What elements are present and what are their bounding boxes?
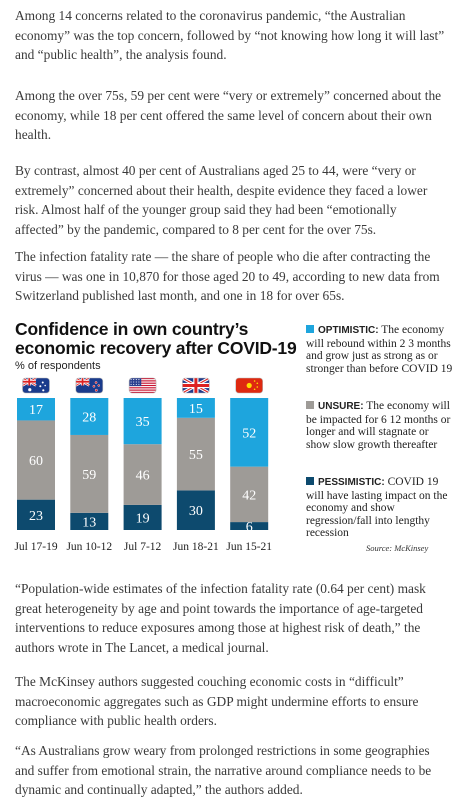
legend-swatch-pessimistic <box>306 477 314 485</box>
legend-item-pessimistic: PESSIMISTIC: COVID 19 will have lasting … <box>306 476 454 540</box>
data-label-unsure-jul-7-12: 46 <box>136 469 150 484</box>
bar-optimistic-jun-10-12 <box>70 398 109 435</box>
stacked-bar-chart: 23 60 17 Jul 17-19 13 59 28 Jun 10-12 19 46 35 Jul … <box>14 377 272 553</box>
data-label-unsure-jul-17-19: 60 <box>29 454 43 469</box>
legend-head-optimistic: OPTIMISTIC: <box>318 325 379 336</box>
bar-pessimistic-jul-17-19 <box>17 499 55 530</box>
x-tick-label-jul-7-12: Jul 7-12 <box>124 541 162 553</box>
data-label-pessimistic-jul-17-19: 23 <box>29 509 43 524</box>
chart-source: Source: McKinsey <box>366 543 429 553</box>
australia-flag-0 <box>22 377 50 394</box>
legend-item-unsure: UNSURE: The economy will be impacted for… <box>306 400 454 451</box>
paragraph-6: The McKinsey authors suggested couching … <box>15 674 419 728</box>
data-label-pessimistic-jun-10-12: 13 <box>82 515 96 530</box>
paragraph-5: “Population-wide estimates of the infect… <box>15 581 426 655</box>
legend-swatch-optimistic <box>306 325 314 333</box>
data-label-unsure-jun-10-12: 59 <box>82 468 96 483</box>
x-tick-label-jun-18-21: Jun 18-21 <box>173 541 219 553</box>
data-label-pessimistic-jul-7-12: 19 <box>136 511 150 526</box>
x-tick-label-jun-15-21: Jun 15-21 <box>226 541 272 553</box>
paragraph-2: Among the over 75s, 59 per cent were “ve… <box>15 88 442 142</box>
bar-unsure-jul-17-19 <box>17 420 55 500</box>
legend-head-pessimistic: PESSIMISTIC: <box>318 477 385 488</box>
data-label-unsure-jun-15-21: 42 <box>242 488 256 503</box>
data-label-pessimistic-jun-15-21: 6 <box>246 520 253 535</box>
data-label-optimistic-jun-10-12: 28 <box>82 410 96 425</box>
data-label-pessimistic-jun-18-21: 30 <box>189 504 203 519</box>
legend-head-unsure: UNSURE: <box>318 401 364 412</box>
bar-pessimistic-jun-18-21 <box>176 490 215 530</box>
uk-flag-3 <box>182 377 210 394</box>
data-label-optimistic-jul-7-12: 35 <box>136 415 150 430</box>
x-tick-label-jul-17-19: Jul 17-19 <box>14 541 57 553</box>
x-tick-label-jun-10-12: Jun 10-12 <box>66 541 112 553</box>
chart-subtitle: % of respondents <box>15 360 101 372</box>
paragraph-7: “As Australians grow weary from prolonge… <box>15 743 432 797</box>
legend-swatch-unsure <box>306 401 314 409</box>
paragraph-3: By contrast, almost 40 per cent of Austr… <box>15 163 428 237</box>
legend-text-optimistic: The economy will rebound within 2 3 mont… <box>306 324 453 375</box>
paragraph-1: Among 14 concerns related to the coronav… <box>15 8 445 62</box>
bar-pessimistic-jun-15-21 <box>230 522 269 530</box>
data-label-optimistic-jul-17-19: 17 <box>29 403 43 418</box>
usa-flag-2 <box>128 377 157 394</box>
bar-optimistic-jun-15-21 <box>230 398 269 467</box>
bar-optimistic-jun-18-21 <box>176 398 215 418</box>
legend-text-pessimistic: COVID 19 will have lasting impact on the… <box>306 476 448 539</box>
data-label-unsure-jun-18-21: 55 <box>189 448 203 463</box>
legend-text-unsure: The economy will be impacted for 6 12 mo… <box>306 400 451 451</box>
bar-unsure-jul-7-12 <box>123 444 162 505</box>
bar-unsure-jun-10-12 <box>70 434 109 513</box>
bar-pessimistic-jul-7-12 <box>123 504 162 530</box>
china-flag-4 <box>235 377 263 394</box>
chart-title: Confidence in own country’s economic rec… <box>15 319 297 358</box>
bar-optimistic-jul-17-19 <box>17 398 55 421</box>
data-label-optimistic-jun-18-21: 15 <box>189 402 203 417</box>
bar-unsure-jun-18-21 <box>176 417 215 491</box>
bar-unsure-jun-15-21 <box>230 466 269 523</box>
data-label-optimistic-jun-15-21: 52 <box>242 426 256 441</box>
paragraph-4: The infection fatality rate — the share … <box>15 249 440 303</box>
bar-pessimistic-jun-10-12 <box>70 512 109 530</box>
legend-item-optimistic: OPTIMISTIC: The economy will rebound wit… <box>306 324 454 375</box>
new-zealand-flag-1 <box>75 377 104 394</box>
bar-optimistic-jul-7-12 <box>123 398 162 445</box>
